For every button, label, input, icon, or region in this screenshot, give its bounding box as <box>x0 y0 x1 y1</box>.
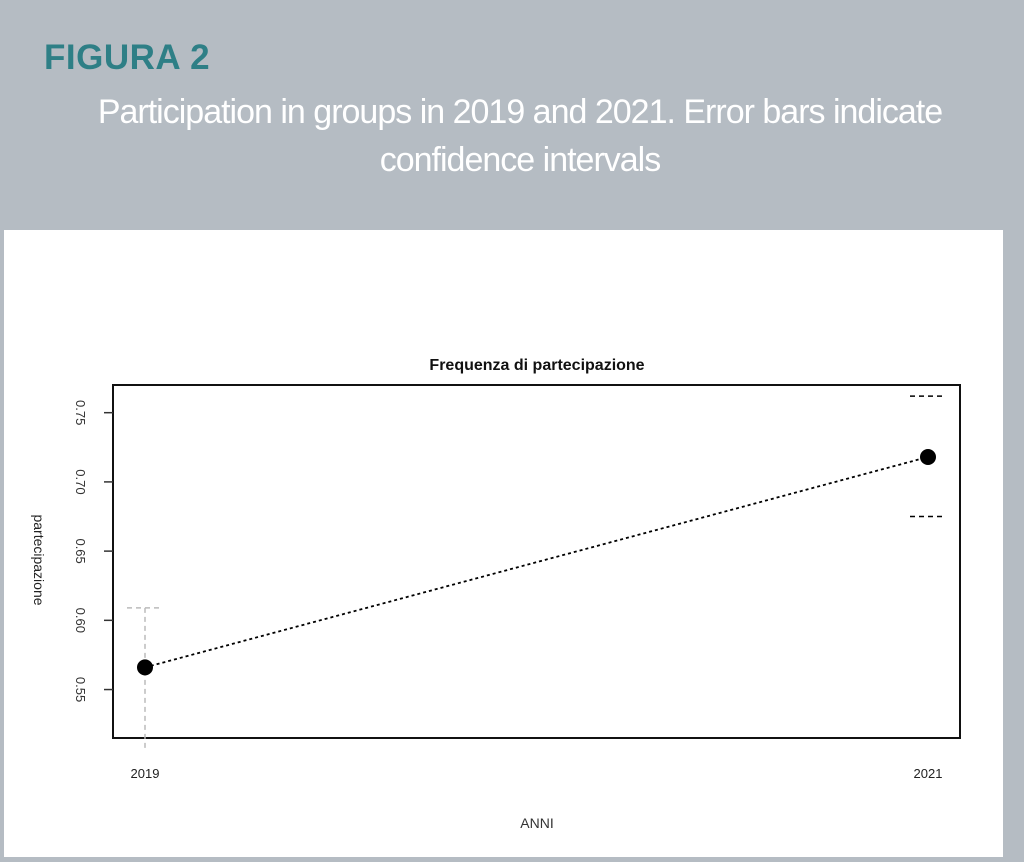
y-tick-label: 0.55 <box>73 677 88 702</box>
x-tick-label: 2019 <box>131 766 160 781</box>
data-point <box>920 448 936 465</box>
figure-caption: Participation in groups in 2019 and 2021… <box>97 93 943 179</box>
y-tick-label: 0.70 <box>73 469 88 494</box>
chart: Frequenza di partecipazione 0.55 0.60 0.65… <box>31 357 961 831</box>
plot-frame <box>112 384 961 739</box>
y-tick-label: 0.60 <box>73 608 88 633</box>
x-tick-label: 2021 <box>914 766 943 781</box>
x-axis-label: ANNI <box>520 815 553 831</box>
figure-label: FIGURA 2 <box>44 38 211 77</box>
y-tick-label: 0.75 <box>73 400 88 425</box>
y-tick-label: 0.65 <box>73 538 88 563</box>
x-axis: 2019 2021 <box>131 766 943 781</box>
data-point <box>137 659 153 676</box>
chart-marks <box>127 395 946 750</box>
y-axis-label: partecipazione <box>31 514 47 605</box>
y-axis: 0.55 0.60 0.65 0.70 0.75 <box>73 400 113 702</box>
chart-card: Frequenza di partecipazione 0.55 0.60 0.65… <box>4 230 1003 857</box>
series-line <box>144 456 929 669</box>
chart-title: Frequenza di partecipazione <box>429 357 644 374</box>
